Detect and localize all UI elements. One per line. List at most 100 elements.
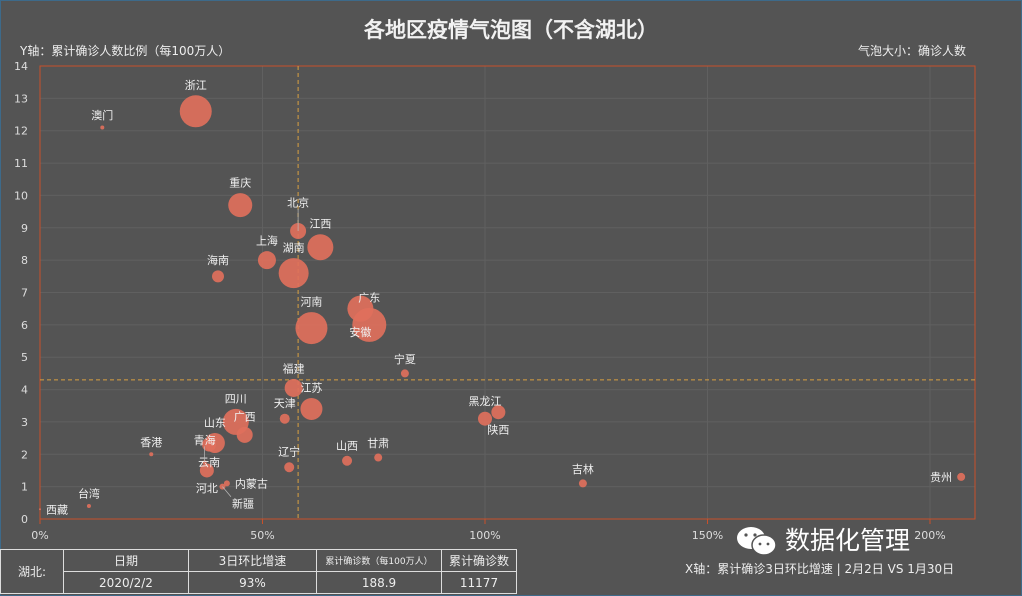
- bubble-label: 甘肃: [367, 437, 389, 450]
- y-tick-label: 4: [21, 384, 28, 397]
- y-tick-label: 9: [21, 222, 28, 235]
- wechat-icon: [737, 527, 777, 556]
- bubble-label: 湖南: [283, 242, 305, 255]
- x-tick-label: 150%: [692, 529, 723, 542]
- bubble-label: 江苏: [300, 381, 322, 394]
- bubble-label: 浙江: [185, 79, 207, 92]
- bubble-label: 澳门: [91, 108, 113, 122]
- y-tick-label: 7: [21, 287, 28, 300]
- bubble-label: 广西: [234, 410, 256, 423]
- bubble-辽宁: [284, 462, 295, 473]
- y-tick-label: 10: [14, 189, 28, 202]
- y-tick-label: 3: [21, 416, 28, 429]
- brand-watermark: 数据化管理: [735, 524, 910, 558]
- bubble-label: 宁夏: [394, 352, 416, 366]
- plot-area-border: [39, 65, 976, 520]
- bubble-label: 河北: [196, 482, 218, 495]
- bubble-黑龙江: [478, 411, 492, 426]
- bubble-label: 青海: [194, 433, 216, 447]
- bubble-福建: [284, 378, 303, 397]
- y-tick-label: 0: [21, 513, 28, 526]
- hubei-row-label: 湖北:: [0, 549, 64, 594]
- y-tick-label: 2: [21, 448, 28, 461]
- y-tick-label: 14: [14, 60, 28, 73]
- label-leader-line: [222, 486, 232, 497]
- bubble-广西: [236, 426, 253, 443]
- y-tick-label: 6: [21, 319, 28, 332]
- value-date: 2020/2/2: [63, 571, 189, 594]
- bubble-甘肃: [374, 453, 383, 462]
- bubble-label: 新疆: [232, 496, 254, 510]
- bubble-浙江: [179, 95, 212, 128]
- bubble-河北: [199, 463, 214, 478]
- bubble-贵州: [957, 472, 966, 481]
- bubble-label: 重庆: [229, 176, 251, 190]
- value-growth: 93%: [188, 571, 317, 594]
- bubble-重庆: [228, 193, 253, 218]
- bubble-label: 天津: [274, 397, 296, 410]
- header-growth: 3日环比增速: [188, 549, 317, 572]
- y-tick-label: 13: [14, 92, 28, 105]
- value-per-million: 188.9: [316, 571, 442, 594]
- value-confirmed: 11177: [441, 571, 517, 594]
- bubble-海南: [212, 270, 224, 283]
- y-tick-label: 5: [21, 351, 28, 364]
- bubble-label: 陕西: [487, 423, 509, 437]
- bubble-河南: [295, 312, 328, 345]
- bubble-label: 香港: [140, 436, 162, 449]
- bubble-台湾: [86, 504, 91, 509]
- bubble-陕西: [491, 405, 506, 420]
- bubble-宁夏: [400, 369, 409, 378]
- bubble-label: 吉林: [572, 462, 594, 476]
- bubble-label: 福建: [283, 361, 305, 375]
- bubble-size-label: 气泡大小：确诊人数: [857, 44, 966, 58]
- bubble-label: 西藏: [46, 503, 68, 516]
- x-tick-label: 0%: [31, 529, 48, 542]
- bubble-label: 山东: [204, 416, 226, 429]
- bubble-label: 广东: [358, 291, 380, 304]
- header-date: 日期: [63, 549, 189, 572]
- x-tick-label: 100%: [469, 529, 500, 542]
- header-per-million: 累计确诊数（每100万人）: [316, 549, 442, 572]
- bubble-内蒙古: [223, 480, 230, 487]
- bubble-香港: [149, 452, 154, 457]
- bubble-天津: [279, 413, 290, 424]
- hubei-table: 湖北: 日期 3日环比增速 累计确诊数（每100万人） 累计确诊数 2020/2…: [0, 549, 517, 594]
- bubble-江苏: [300, 397, 323, 420]
- header-confirmed: 累计确诊数: [441, 549, 517, 572]
- bubble-label: 上海: [256, 234, 278, 248]
- bubble-label: 江西: [309, 218, 331, 231]
- bubble-江西: [307, 234, 334, 261]
- bubble-label: 山西: [336, 439, 358, 452]
- bubble-label: 海南: [207, 253, 229, 267]
- bubble-label: 黑龙江: [469, 395, 502, 408]
- y-tick-label: 12: [14, 125, 28, 138]
- x-tick-label: 50%: [250, 529, 274, 542]
- y-tick-label: 8: [21, 254, 28, 267]
- y-tick-label: 1: [21, 481, 28, 494]
- x-axis-label: X轴：累计确诊3日环比增速 | 2月2日 VS 1月30日: [685, 562, 955, 576]
- bubble-澳门: [100, 125, 105, 130]
- bubble-云南: [202, 437, 217, 452]
- bubble-label: 北京: [287, 196, 309, 210]
- y-tick-label: 11: [14, 157, 28, 170]
- bubble-label: 云南: [198, 456, 220, 469]
- bubble-label: 贵州: [930, 471, 952, 484]
- chart-title: 各地区疫情气泡图（不含湖北）: [364, 18, 658, 42]
- y-axis-label: Y轴：累计确诊人数比例（每100万人）: [20, 44, 231, 58]
- bubble-吉林: [578, 479, 587, 488]
- bubble-上海: [257, 251, 276, 270]
- bubble-label: 内蒙古: [235, 476, 268, 490]
- brand-name: 数据化管理: [785, 526, 911, 555]
- bubble-广东: [352, 307, 387, 342]
- x-tick-label: 200%: [914, 529, 945, 542]
- bubble-label: 安徽: [349, 325, 371, 339]
- bubble-label: 台湾: [78, 487, 100, 501]
- bubble-山西: [342, 455, 353, 466]
- bubble-西藏: [39, 508, 41, 511]
- bubble-湖南: [278, 258, 309, 289]
- bubble-label: 河南: [300, 296, 322, 309]
- bubble-label: 四川: [225, 392, 247, 405]
- bubble-label: 辽宁: [278, 445, 300, 459]
